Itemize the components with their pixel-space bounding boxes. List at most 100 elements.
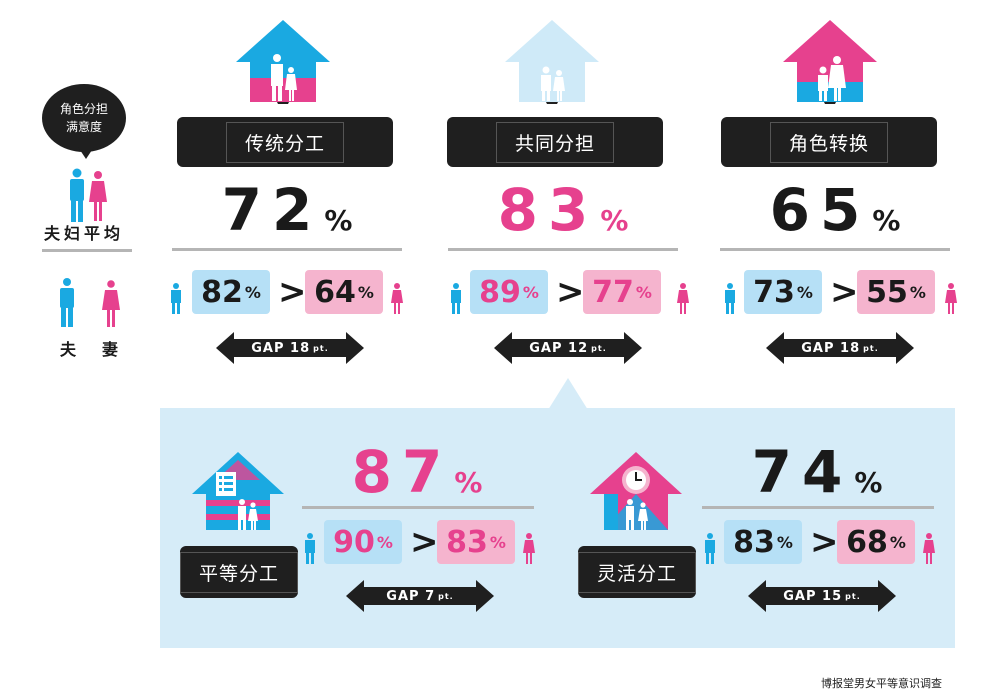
husband-value-equal: 90	[333, 524, 375, 560]
avg-value-equal: 87	[351, 438, 453, 506]
avg-pct-traditional: 72%	[172, 176, 402, 244]
avg-unit-flexible: %	[854, 466, 883, 499]
wife-box-equal: 83%	[437, 520, 515, 564]
legend-husband-label: 夫	[60, 340, 81, 359]
avg-pct-flexible: 74%	[702, 438, 932, 506]
legend-avg-label: 夫妇平均	[44, 224, 125, 243]
avg-pct-equal: 87%	[302, 438, 532, 506]
gap-text-flexible: GAP 15	[783, 588, 843, 604]
house-equal-icon	[192, 452, 284, 530]
gap-pt-role-reversal: pt.	[863, 343, 879, 353]
panel-pointer	[548, 378, 588, 410]
house-flexible-icon	[590, 452, 682, 530]
wife-box-traditional: 64%	[305, 270, 383, 314]
wife-icon-role-reversal	[945, 283, 957, 314]
separator-traditional	[172, 248, 402, 251]
wife-value-role-reversal: 55	[866, 274, 908, 310]
source-note: 博报堂男女平等意识调查	[821, 677, 942, 690]
avg-value-traditional: 72	[221, 176, 323, 244]
separator-shared	[448, 248, 678, 251]
husband-icon-traditional	[171, 283, 181, 314]
legend-bubble-line2: 满意度	[65, 120, 102, 134]
separator-flexible	[702, 506, 934, 509]
legend-bubble: 角色分担 满意度	[42, 84, 126, 152]
avg-unit-role-reversal: %	[872, 204, 901, 237]
husband-icon-shared	[451, 283, 461, 314]
husband-unit-equal: %	[376, 532, 393, 552]
gap-pt-traditional: pt.	[313, 343, 329, 353]
husband-value-shared: 89	[479, 274, 521, 310]
wife-value-shared: 77	[592, 274, 634, 310]
husband-box-equal: 90%	[324, 520, 402, 564]
label-equal: 平等分工	[180, 546, 298, 598]
wife-icon-flexible	[923, 533, 935, 564]
avg-value-shared: 83	[497, 176, 599, 244]
husband-icon	[60, 278, 74, 327]
husband-unit-flexible: %	[776, 532, 793, 552]
gt-symbol-equal: >	[410, 522, 439, 562]
husband-box-flexible: 83%	[724, 520, 802, 564]
label-role-reversal: 角色转换	[721, 117, 937, 167]
house-shared-icon	[505, 20, 599, 104]
separator-equal	[302, 506, 534, 509]
label-traditional: 传统分工	[177, 117, 393, 167]
gap-arrow-equal: GAP 7 pt.	[346, 580, 494, 612]
label-shared-text: 共同分担	[495, 121, 614, 163]
husband-box-shared: 89%	[470, 270, 548, 314]
gt-symbol-shared: >	[556, 272, 585, 312]
husband-value-traditional: 82	[201, 274, 243, 310]
gt-symbol-flexible: >	[810, 522, 839, 562]
wife-value-flexible: 68	[846, 524, 888, 560]
husband-value-flexible: 83	[733, 524, 775, 560]
label-equal-text: 平等分工	[180, 551, 298, 593]
wife-icon	[102, 280, 120, 327]
legend-bubble-line1: 角色分担	[59, 102, 108, 116]
legend-separator	[42, 249, 132, 252]
husband-box-traditional: 82%	[192, 270, 270, 314]
wife-value-equal: 83	[446, 524, 488, 560]
gap-arrow-flexible: GAP 15 pt.	[748, 580, 896, 612]
wife-icon-equal	[523, 533, 535, 564]
gap-pt-equal: pt.	[438, 591, 454, 601]
label-traditional-text: 传统分工	[225, 121, 344, 163]
husband-unit-traditional: %	[244, 282, 261, 302]
couple-icon	[70, 168, 107, 222]
legend-bubble-tail	[78, 147, 94, 159]
gap-pt-shared: pt.	[591, 343, 607, 353]
wife-unit-shared: %	[635, 282, 652, 302]
husband-icon-role-reversal	[725, 283, 735, 314]
label-flexible: 灵活分工	[578, 546, 696, 598]
label-flexible-text: 灵活分工	[578, 551, 696, 593]
gap-arrow-traditional: GAP 18 pt.	[216, 332, 364, 364]
gap-pt-flexible: pt.	[845, 591, 861, 601]
gap-text-role-reversal: GAP 18	[801, 340, 861, 356]
husband-unit-role-reversal: %	[796, 282, 813, 302]
avg-unit-traditional: %	[324, 204, 353, 237]
gt-symbol-role-reversal: >	[830, 272, 859, 312]
gap-text-shared: GAP 12	[529, 340, 589, 356]
wife-box-flexible: 68%	[837, 520, 915, 564]
wife-icon-shared	[677, 283, 689, 314]
gap-text-traditional: GAP 18	[251, 340, 311, 356]
sub-type-panel	[160, 408, 955, 648]
husband-icon-equal	[305, 533, 315, 564]
husband-box-role-reversal: 73%	[744, 270, 822, 314]
gap-arrow-shared: GAP 12 pt.	[494, 332, 642, 364]
house-traditional-icon	[236, 20, 330, 104]
wife-unit-role-reversal: %	[909, 282, 926, 302]
label-shared: 共同分担	[447, 117, 663, 167]
avg-unit-shared: %	[600, 204, 629, 237]
wife-unit-flexible: %	[889, 532, 906, 552]
wife-unit-equal: %	[489, 532, 506, 552]
wife-value-traditional: 64	[314, 274, 356, 310]
gap-arrow-role-reversal: GAP 18 pt.	[766, 332, 914, 364]
avg-pct-shared: 83%	[448, 176, 678, 244]
husband-value-role-reversal: 73	[753, 274, 795, 310]
gap-text-equal: GAP 7	[386, 588, 436, 604]
avg-unit-equal: %	[454, 466, 483, 499]
avg-value-role-reversal: 65	[769, 176, 871, 244]
label-role-reversal-text: 角色转换	[769, 121, 888, 163]
husband-icon-flexible	[705, 533, 715, 564]
gt-symbol-traditional: >	[278, 272, 307, 312]
avg-value-flexible: 74	[751, 438, 853, 506]
